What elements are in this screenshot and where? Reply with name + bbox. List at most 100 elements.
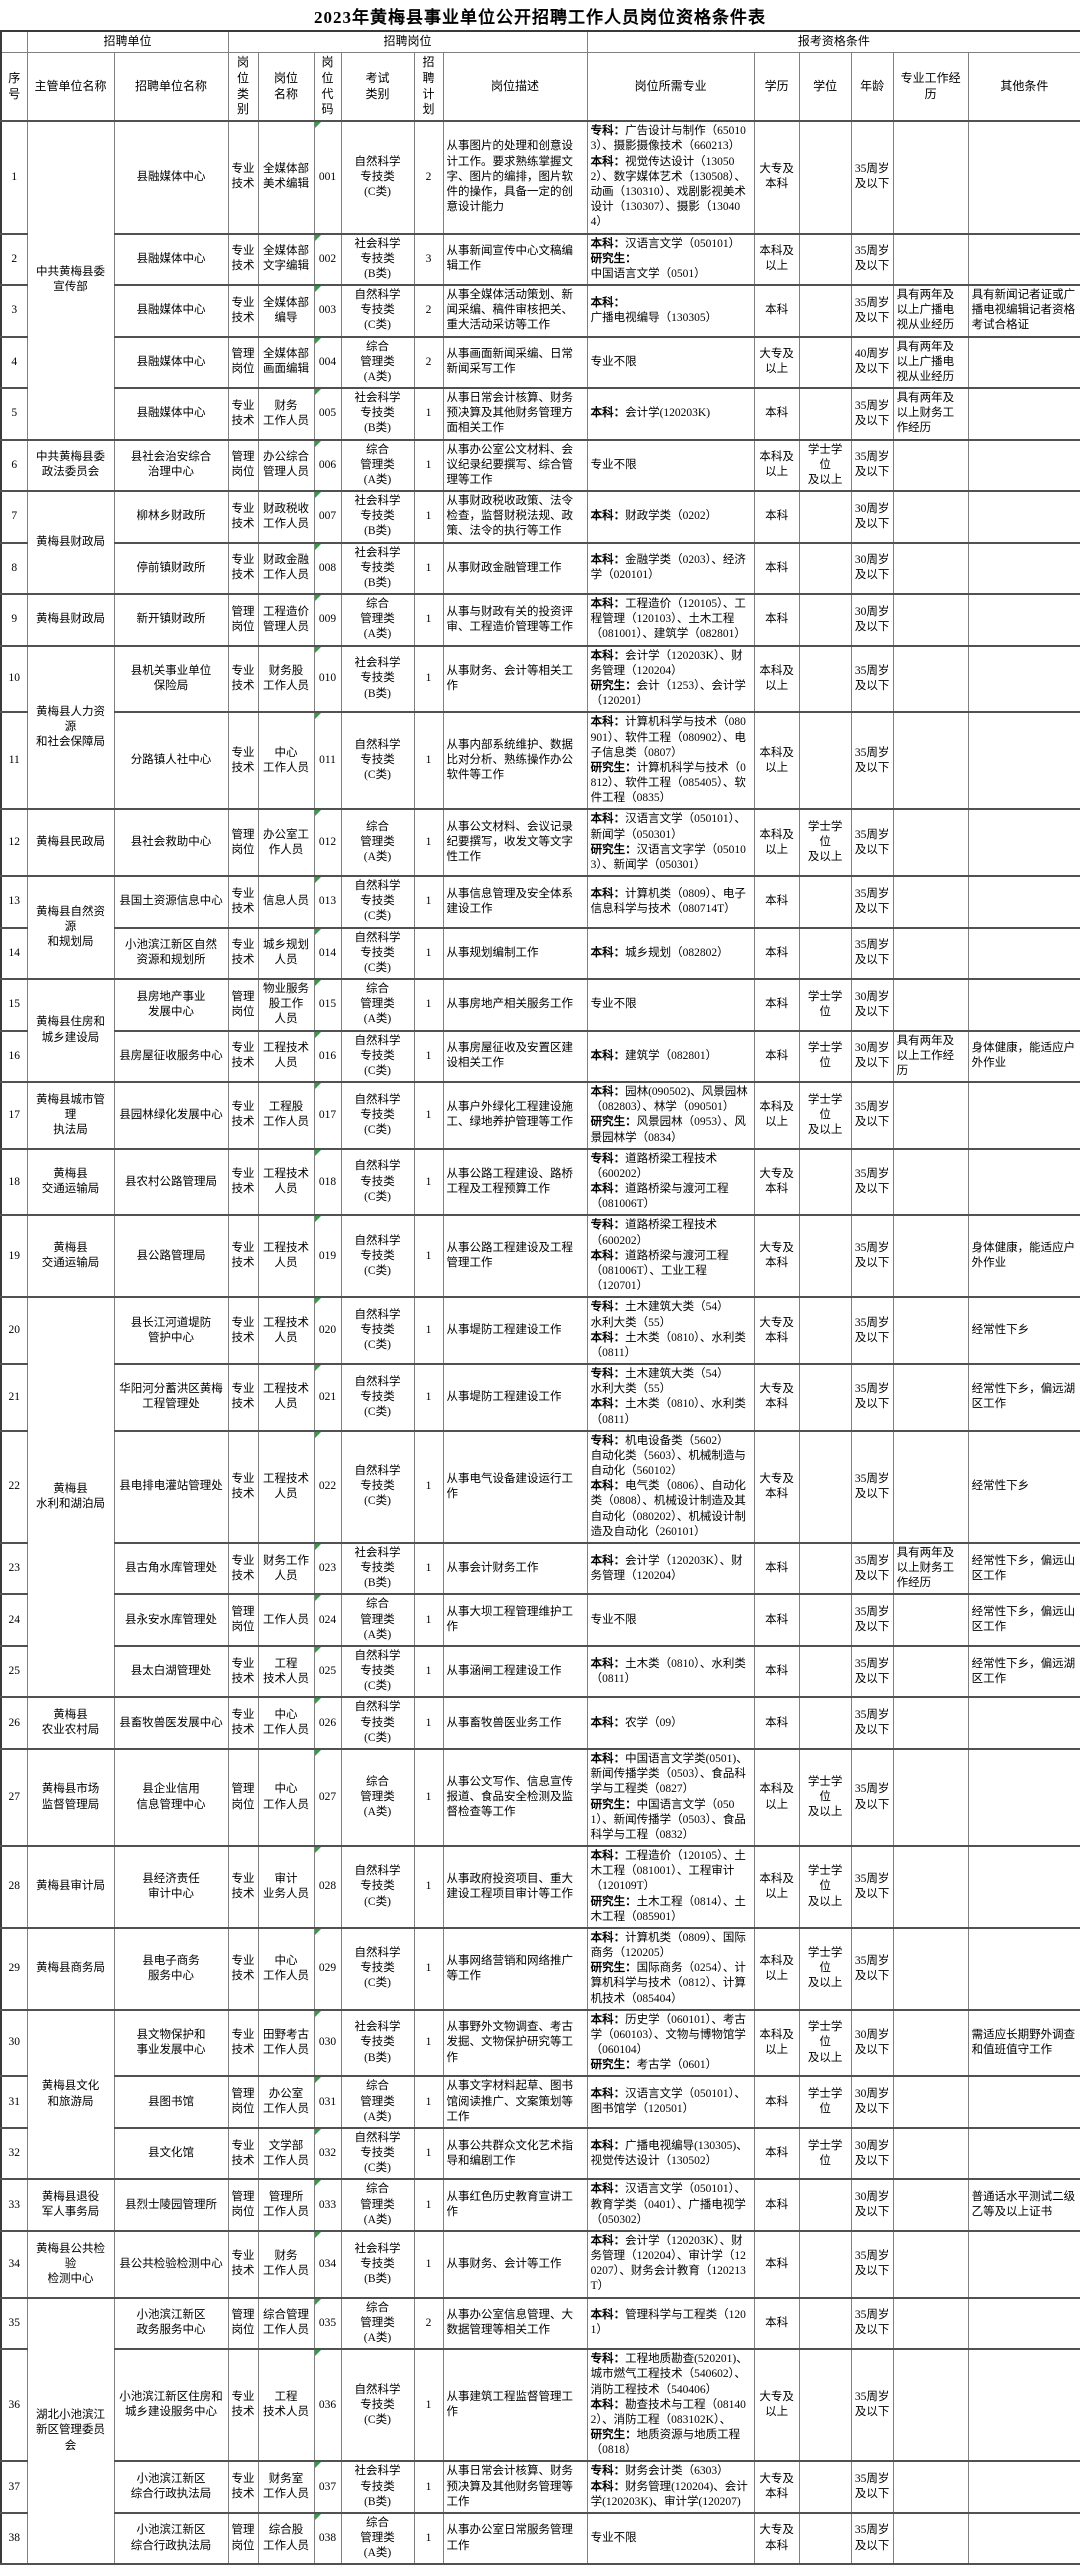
cell-sn: 10 [0,645,28,713]
cell-education: 本科及 以上 [753,711,800,810]
cell-experience [892,542,969,595]
cell-exam-type: 综合 管理类 (A类) [340,2512,415,2565]
cell-description: 从事日常会计核算、财务预决算及其他财务管理等工作 [442,2460,588,2514]
cell-education: 本科 [753,1542,800,1595]
table-row: 12 黄梅县民政局 县社会救助中心 管理岗位 办公室工 作人员 012 综合 管理类 (A类… [0,808,1080,877]
cell-post-code: 027 [313,1748,342,1847]
table-row: 29 黄梅县商务局 县电子商务 服务中心 专业技术 中心 工作人员 029 自然科学 专技类… [0,1927,1080,2011]
cell-degree [798,2297,852,2350]
cell-exam-type: 自然科学 专技类 (C类) [340,2348,415,2462]
cell-experience [892,439,969,492]
cell-post-code: 020 [313,1296,342,1365]
table-row: 8 停前镇财政所 专业技术 财政金融 工作人员 008 社会科学 专技类 (B类) 1 从事财… [0,542,1080,595]
cell-description: 从事政府投资项目、重大建设工程项目审计等工作 [442,1845,588,1929]
cell-sn: 26 [0,1696,28,1750]
cell-education: 本科 [753,978,800,1032]
cell-post-name: 全媒体部 画面编辑 [257,336,315,389]
cell-post-name: 物业服务 股工作 人员 [257,978,315,1032]
cell-degree: 学士学位 及以上 [798,2009,852,2077]
cell-experience [892,1296,969,1365]
cell-post-code: 010 [313,645,342,713]
cell-exam-type: 社会科学 专技类 (B类) [340,542,415,595]
cell-education: 本科 [753,2075,800,2129]
cell-unit: 县文物保护和 事业发展中心 [113,2009,229,2077]
cell-age: 35周岁 及以下 [850,1214,894,1298]
cell-age: 40周岁 及以下 [850,336,894,389]
cell-degree [798,1214,852,1298]
col-header-sn: 序号 [0,52,28,122]
col-header-exam: 考试 类别 [340,52,415,122]
cell-sn: 29 [0,1927,28,2011]
cell-degree [798,2460,852,2514]
cell-experience [892,120,969,235]
cell-degree: 学士学位 及以上 [798,1927,852,2011]
cell-plan: 1 [413,2348,444,2462]
cell-unit: 县图书馆 [113,2075,229,2129]
cell-experience [892,2348,969,2462]
cell-other [967,2230,1080,2299]
cell-supervisor: 黄梅县民政局 [26,808,115,877]
cell-age: 35周岁 及以下 [850,875,894,929]
cell-plan: 1 [413,1214,444,1298]
cell-exam-type: 自然科学 专技类 (C类) [340,1430,415,1544]
cell-description: 从事全媒体活动策划、新闻采编、稿件审核把关、重大活动采访等工作 [442,284,588,338]
cell-experience: 具有两年及以上财务工作经历 [892,1542,969,1595]
table-row: 5 县融媒体中心 专业技术 财务 工作人员 005 社会科学 专技类 (B类) 1 从事日常会… [0,387,1080,441]
cell-experience [892,490,969,544]
cell-post-code: 035 [313,2297,342,2350]
cell-description: 从事图片的处理和创意设计工作。要求熟练掌握文字、图片的编排，图片软件的操作，具备… [442,120,588,235]
cell-exam-type: 综合 管理类 (A类) [340,2178,415,2232]
cell-supervisor: 黄梅县自然资源 和规划局 [26,875,115,980]
cell-majors: 本科：管理科学与工程类（1201） [586,2297,755,2350]
cell-category: 专业技术 [227,1845,259,1929]
cell-unit: 分路镇人社中心 [113,711,229,810]
cell-description: 从事与财政有关的投资评审、工程造价管理等工作 [442,593,588,647]
table-row: 18 黄梅县 交通运输局 县农村公路管理局 专业技术 工程技术 人员 018 自然科学 专技… [0,1148,1080,1216]
cell-description: 从事文字材料起草、图书馆阅读推广、文案策划等工作 [442,2075,588,2129]
cell-exam-type: 自然科学 专技类 (C类) [340,1845,415,1929]
table-row: 2 县融媒体中心 专业技术 全媒体部 文字编辑 002 社会科学 专技类 (B类) 3 从事新… [0,233,1080,286]
cell-other [967,2297,1080,2350]
cell-other [967,120,1080,235]
cell-unit: 县企业信用 信息管理中心 [113,1748,229,1847]
table-row: 6 中共黄梅县委 政法委员会 县社会治安综合 治理中心 管理岗位 办公综合 管理人员 00… [0,439,1080,492]
cell-degree [798,2348,852,2462]
cell-sn: 35 [0,2297,28,2350]
cell-post-code: 033 [313,2178,342,2232]
cell-education: 本科及 以上 [753,1927,800,2011]
cell-exam-type: 社会科学 专技类 (B类) [340,2009,415,2077]
cell-category: 专业技术 [227,387,259,441]
cell-age: 30周岁 及以下 [850,2178,894,2232]
cell-supervisor: 黄梅县 水利和湖泊局 [26,1296,115,1698]
cell-description: 从事野外文物调查、考古发掘、文物保护研究等工作 [442,2009,588,2077]
table-row: 4 县融媒体中心 管理岗位 全媒体部 画面编辑 004 综合 管理类 (A类) 2 从事画面新… [0,336,1080,389]
cell-category: 专业技术 [227,2230,259,2299]
cell-post-name: 工程技术 人员 [257,1148,315,1216]
cell-experience [892,2009,969,2077]
cell-majors: 专科：工程地质勘查(520201)、城市燃气工程技术（540602）、消防工程技… [586,2348,755,2462]
cell-sn: 31 [0,2075,28,2129]
cell-sn: 32 [0,2127,28,2180]
cell-post-code: 029 [313,1927,342,2011]
cell-post-name: 办公室工 作人员 [257,808,315,877]
cell-degree [798,1363,852,1432]
cell-sn: 12 [0,808,28,877]
cell-description: 从事电气设备建设运行工作 [442,1430,588,1544]
cell-plan: 2 [413,120,444,235]
cell-other [967,1845,1080,1929]
cell-sn: 5 [0,387,28,441]
cell-experience [892,978,969,1032]
cell-supervisor: 黄梅县文化 和旅游局 [26,2009,115,2180]
cell-category: 专业技术 [227,1927,259,2011]
table-row: 11 分路镇人社中心 专业技术 中心 工作人员 011 自然科学 专技类 (C类) 1 从事内… [0,711,1080,810]
table-row: 30 黄梅县文化 和旅游局 县文物保护和 事业发展中心 专业技术 田野考古 工作人员 03… [0,2009,1080,2180]
cell-plan: 1 [413,2075,444,2129]
cell-age: 35周岁 及以下 [850,1363,894,1432]
cell-other [967,1148,1080,1216]
cell-sn: 37 [0,2460,28,2514]
cell-post-code: 016 [313,1030,342,1083]
cell-post-name: 工程股 工作人员 [257,1081,315,1150]
cell-category: 管理岗位 [227,2075,259,2129]
cell-category: 专业技术 [227,120,259,235]
cell-post-name: 综合股 工作人员 [257,2512,315,2565]
